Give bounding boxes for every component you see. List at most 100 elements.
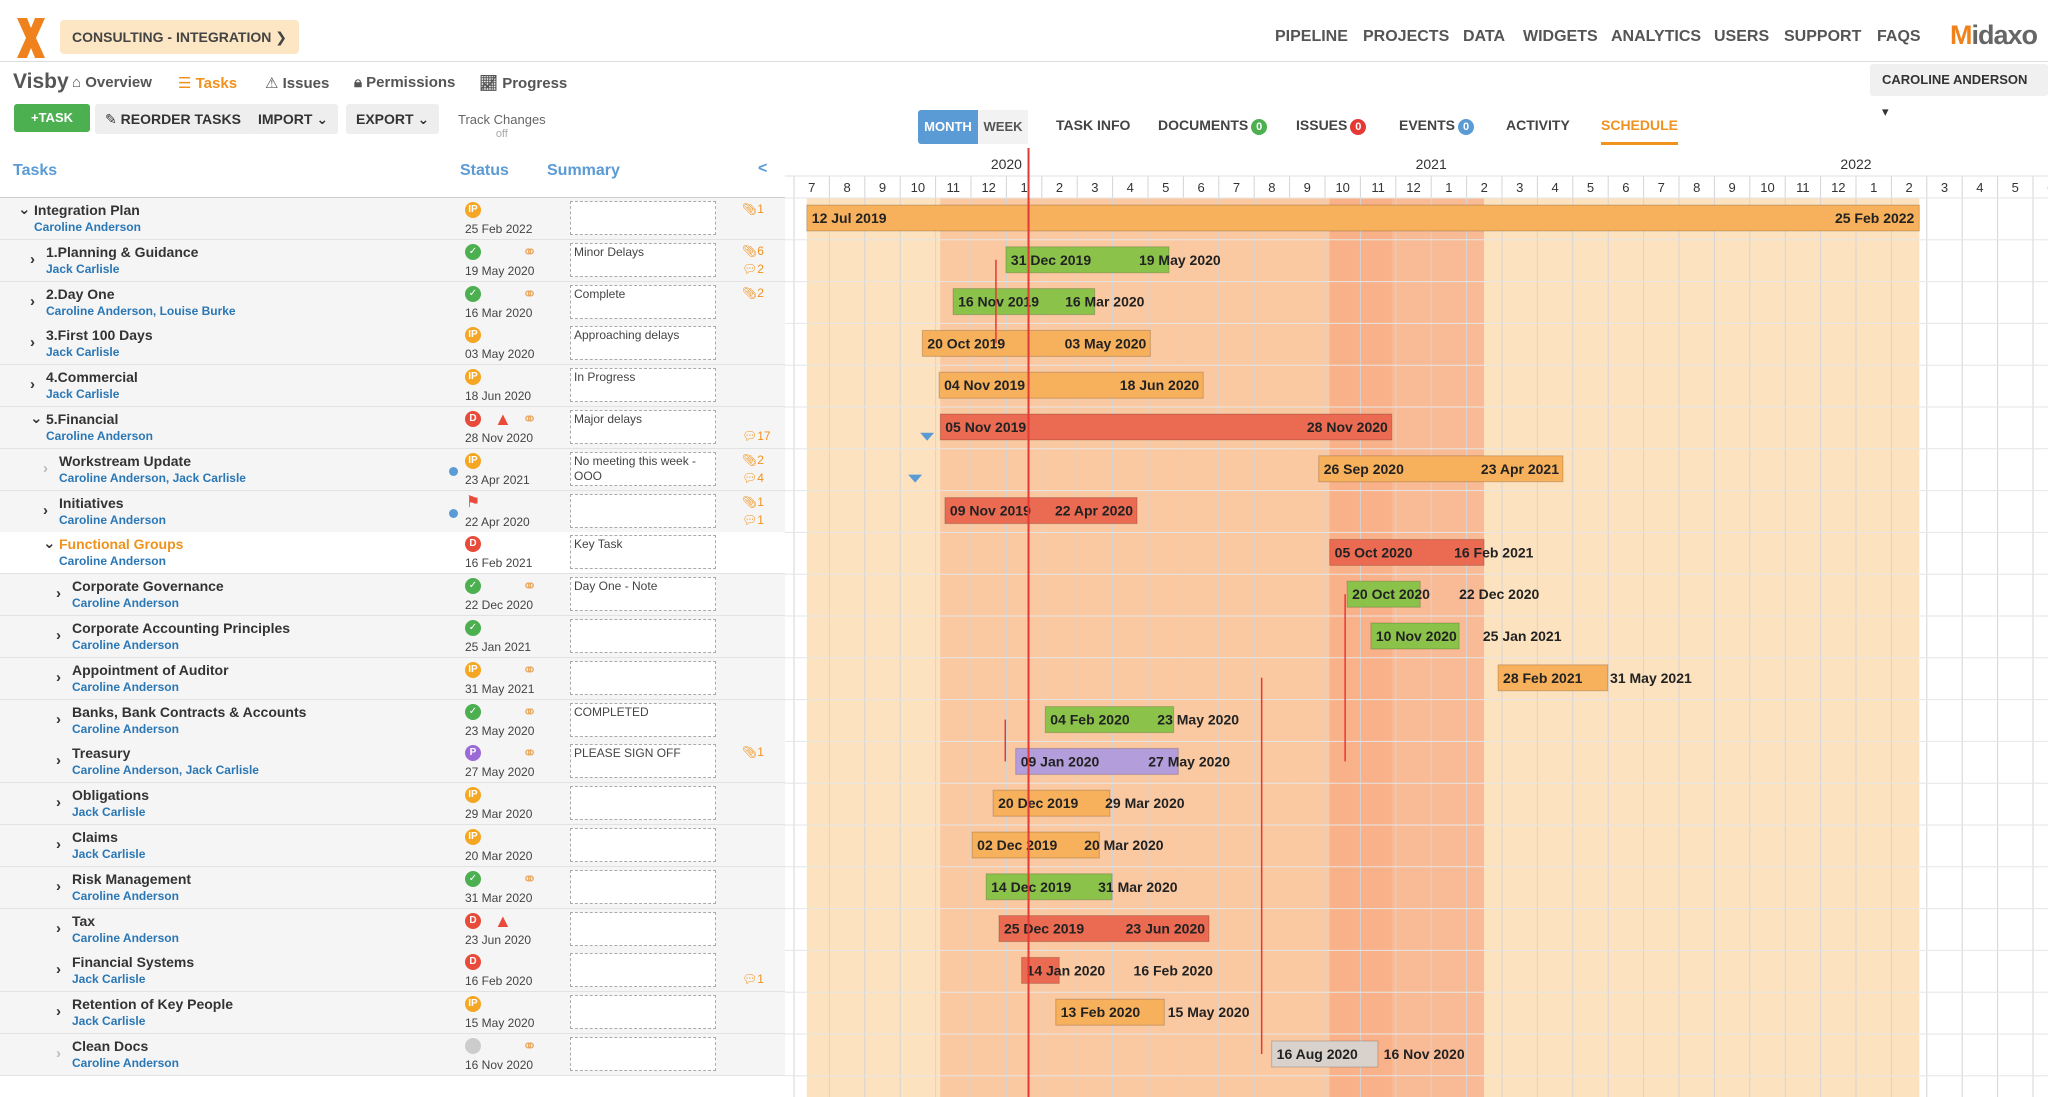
table-row[interactable]: › 1.Planning & Guidance Jack Carlisle ✓ ⚭ 19 …: [0, 239, 785, 282]
column-header-status[interactable]: Status: [460, 162, 509, 179]
task-name[interactable]: Corporate Accounting Principles: [72, 620, 291, 636]
column-header-tasks[interactable]: Tasks: [13, 162, 58, 179]
task-name[interactable]: Functional Groups: [59, 536, 184, 553]
in-progress-status-icon[interactable]: IP: [465, 787, 481, 804]
nav-widgets[interactable]: WIDGETS: [1523, 28, 1598, 45]
chevron-right-icon[interactable]: ›: [56, 794, 61, 812]
complete-check-icon[interactable]: ✓: [465, 703, 481, 720]
table-row[interactable]: › 2.Day One Caroline Anderson, Louise Burk…: [0, 281, 785, 324]
task-owner[interactable]: Caroline Anderson, Louise Burke: [46, 303, 236, 318]
tab-overview[interactable]: ⌂ Overview: [72, 74, 152, 91]
chevron-right-icon[interactable]: ›: [56, 836, 61, 853]
task-name[interactable]: Appointment of Auditor: [72, 661, 229, 678]
task-owner[interactable]: Caroline Anderson, Jack Carlisle: [72, 763, 259, 778]
gantt-bar[interactable]: [1329, 538, 1485, 566]
nav-projects[interactable]: PROJECTS: [1363, 28, 1450, 45]
tab-issues[interactable]: ⚠ Issues: [265, 74, 329, 92]
delayed-status-icon[interactable]: D: [465, 411, 481, 427]
gantt-bar[interactable]: [985, 873, 1113, 901]
summary-field[interactable]: [570, 201, 716, 235]
table-row[interactable]: › Claims Jack Carlisle IP 20 Mar 2020: [0, 825, 785, 867]
task-owner[interactable]: Jack Carlisle: [72, 805, 146, 820]
nav-data[interactable]: DATA: [1463, 28, 1506, 45]
export-button[interactable]: EXPORT ⌄: [346, 104, 440, 134]
summary-field[interactable]: [570, 619, 716, 653]
chevron-right-icon[interactable]: ›: [56, 585, 61, 603]
in-progress-status-icon[interactable]: IP: [465, 829, 481, 845]
table-row[interactable]: › Corporate Governance Caroline Anderson ✓ ⚭…: [0, 574, 785, 617]
summary-field[interactable]: [570, 953, 716, 988]
add-task-button[interactable]: +TASK: [14, 104, 90, 132]
gantt-bar[interactable]: [1055, 998, 1165, 1026]
in-progress-status-icon[interactable]: IP: [465, 202, 481, 218]
chevron-down-icon[interactable]: ⌄: [18, 201, 31, 218]
gantt-bar[interactable]: [998, 915, 1210, 943]
week-view-button[interactable]: WEEK: [978, 110, 1028, 144]
task-owner[interactable]: Caroline Anderson: [59, 512, 166, 527]
task-name[interactable]: Clean Docs: [72, 1038, 149, 1054]
gantt-bar[interactable]: [1497, 664, 1609, 692]
nav-support[interactable]: SUPPORT: [1784, 28, 1862, 45]
project-selector[interactable]: CONSULTING - INTEGRATION ❯: [60, 20, 299, 54]
task-name[interactable]: Tax: [72, 912, 96, 929]
column-header-summary[interactable]: Summary: [547, 162, 620, 179]
summary-field[interactable]: Approaching delays: [570, 326, 716, 361]
table-row[interactable]: › Workstream Update Caroline Anderson, Jac…: [0, 448, 785, 491]
task-name[interactable]: 3.First 100 Days: [46, 327, 153, 344]
gantt-bar[interactable]: [944, 497, 1138, 525]
task-owner[interactable]: Caroline Anderson: [72, 596, 179, 611]
task-owner[interactable]: Jack Carlisle: [46, 261, 120, 276]
table-row[interactable]: › 4.Commercial Jack Carlisle IP 18 Jun 2020 I…: [0, 365, 785, 408]
pending-signoff-status-icon[interactable]: P: [465, 745, 481, 762]
attachment-count[interactable]: 📎︎6: [742, 244, 764, 258]
gantt-bar[interactable]: [939, 413, 1393, 441]
table-row[interactable]: › Clean Docs Caroline Anderson ⚭ 16 Nov 2020: [0, 1034, 785, 1076]
task-name[interactable]: Claims: [72, 829, 118, 845]
task-name[interactable]: Obligations: [72, 787, 149, 804]
complete-check-icon[interactable]: ✓: [465, 578, 481, 595]
task-name[interactable]: Treasury: [72, 745, 131, 762]
task-name[interactable]: 2.Day One: [46, 285, 115, 302]
task-name[interactable]: Workstream Update: [59, 452, 192, 469]
nav-analytics[interactable]: ANALYTICS: [1611, 28, 1702, 45]
task-name[interactable]: 5.Financial: [46, 411, 119, 427]
table-row[interactable]: › Tax Caroline Anderson D ▲ 23 Jun 2020: [0, 908, 785, 951]
task-name[interactable]: Integration Plan: [34, 202, 140, 218]
gantt-bar[interactable]: [938, 371, 1204, 399]
in-progress-status-icon[interactable]: IP: [465, 327, 481, 344]
summary-field[interactable]: [570, 786, 716, 821]
month-view-button[interactable]: MONTH: [918, 110, 978, 144]
tab-schedule[interactable]: SCHEDULE: [1601, 117, 1679, 145]
chevron-right-icon[interactable]: ›: [56, 710, 61, 728]
gantt-bar[interactable]: [1271, 1040, 1379, 1068]
chevron-right-icon[interactable]: ›: [30, 334, 35, 352]
summary-field[interactable]: Minor Delays: [570, 242, 716, 277]
task-owner[interactable]: Jack Carlisle: [72, 847, 146, 861]
midaxo-x-logo-icon[interactable]: [14, 16, 48, 60]
task-name[interactable]: 4.Commercial: [46, 369, 138, 386]
summary-field[interactable]: [570, 660, 716, 695]
attachment-count[interactable]: 📎︎1: [742, 495, 764, 509]
summary-field[interactable]: [570, 995, 716, 1030]
import-button[interactable]: IMPORT ⌄: [248, 104, 339, 134]
chevron-down-icon[interactable]: ⌄: [43, 535, 56, 553]
chevron-right-icon[interactable]: ›: [30, 250, 35, 268]
collapse-grid-button[interactable]: <: [758, 160, 768, 177]
task-owner[interactable]: Caroline Anderson: [72, 888, 179, 903]
in-progress-status-icon[interactable]: IP: [465, 661, 481, 678]
delayed-status-icon[interactable]: D: [465, 912, 481, 929]
chevron-right-icon[interactable]: ›: [56, 919, 61, 937]
comment-count[interactable]: 💬︎4: [742, 471, 764, 485]
tab-issues-right[interactable]: ISSUES 0: [1296, 117, 1367, 135]
tab-tasks[interactable]: ☰ Tasks: [178, 74, 237, 92]
nav-faqs[interactable]: FAQS: [1877, 28, 1921, 45]
chevron-right-icon[interactable]: ›: [56, 627, 61, 644]
table-row[interactable]: › Corporate Accounting Principles Caroline…: [0, 616, 785, 658]
summary-field[interactable]: [570, 911, 716, 946]
task-name[interactable]: Risk Management: [72, 870, 192, 887]
track-changes-toggle[interactable]: Track Changes off: [458, 113, 546, 141]
gantt-bar[interactable]: [952, 288, 1096, 316]
in-progress-status-icon[interactable]: IP: [465, 369, 481, 386]
complete-check-icon[interactable]: ✓: [465, 620, 481, 636]
gantt-bar[interactable]: [1005, 246, 1170, 274]
